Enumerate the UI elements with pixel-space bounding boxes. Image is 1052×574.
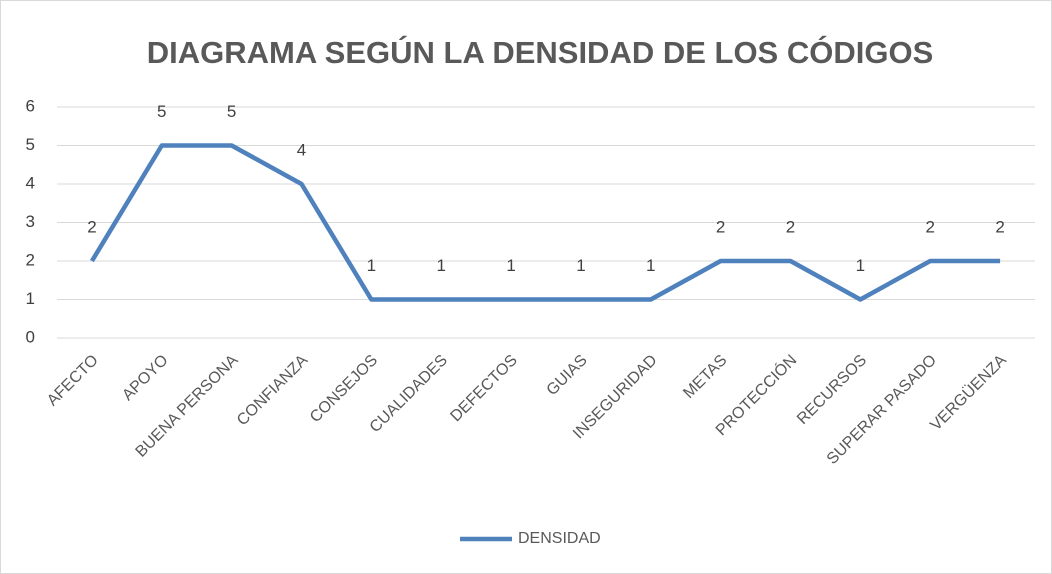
data-label: 1 bbox=[646, 256, 655, 275]
data-label: 5 bbox=[157, 102, 166, 121]
y-tick-label: 4 bbox=[26, 173, 35, 192]
y-tick-label: 0 bbox=[26, 327, 35, 346]
data-label: 2 bbox=[925, 217, 934, 236]
data-label: 1 bbox=[576, 256, 585, 275]
y-tick-label: 3 bbox=[26, 212, 35, 231]
data-label: 5 bbox=[227, 102, 236, 121]
y-tick-label: 1 bbox=[26, 289, 35, 308]
data-label: 1 bbox=[367, 256, 376, 275]
data-label: 2 bbox=[716, 217, 725, 236]
data-line bbox=[90, 143, 1001, 302]
data-label: 2 bbox=[786, 217, 795, 236]
chart-title: DIAGRAMA SEGÚN LA DENSIDAD DE LOS CÓDIGO… bbox=[147, 34, 934, 70]
y-tick-label: 6 bbox=[26, 96, 35, 115]
y-tick-label: 2 bbox=[26, 250, 35, 269]
data-label: 2 bbox=[995, 217, 1004, 236]
data-label: 4 bbox=[297, 140, 306, 159]
legend-label: DENSIDAD bbox=[518, 530, 601, 547]
data-label: 2 bbox=[87, 217, 96, 236]
data-label: 1 bbox=[506, 256, 515, 275]
data-label: 1 bbox=[856, 256, 865, 275]
data-label: 1 bbox=[436, 256, 445, 275]
y-tick-label: 5 bbox=[26, 135, 35, 154]
